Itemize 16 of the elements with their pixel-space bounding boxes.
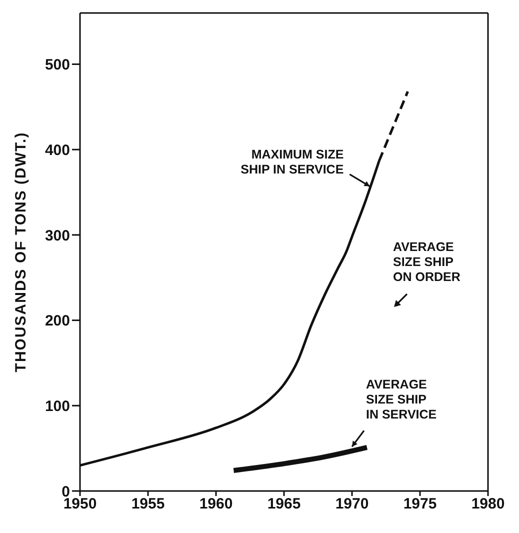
annotation: AVERAGE SIZE SHIP ON ORDER [393,240,460,285]
x-tick-label: 1950 [63,496,97,513]
x-tick-label: 1980 [471,496,505,513]
y-tick-label: 300 [44,227,70,244]
y-tick-label: 100 [44,398,70,415]
annotation: MAXIMUM SIZE SHIP IN SERVICE [240,147,344,176]
x-tick-label: 1955 [131,496,165,513]
y-axis-title: THOUSANDS OF TONS (DWT.) [12,132,30,372]
y-tick-label: 500 [44,56,70,74]
y-tick-label: 200 [44,312,70,330]
x-tick-label: 1965 [267,496,301,513]
x-tick-label: 1970 [335,496,369,513]
annotation: AVERAGE SIZE SHIP IN SERVICE [366,378,437,422]
x-tick-label: 1960 [199,496,233,513]
y-tick-label: 400 [44,142,70,159]
x-tick-label: 1975 [403,496,437,513]
